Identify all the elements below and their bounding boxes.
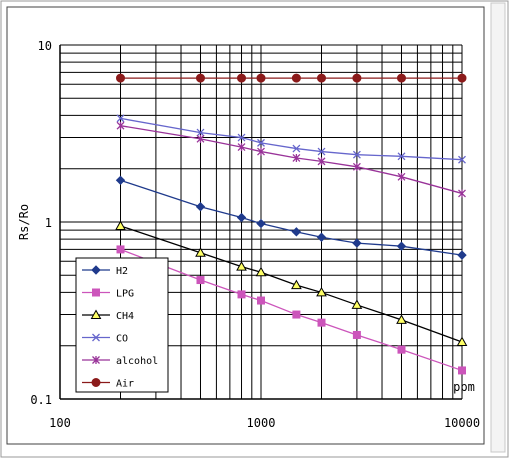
data-point-lpg	[317, 318, 326, 327]
data-point-h2	[396, 241, 407, 251]
data-point-h2	[236, 212, 247, 223]
data-point-co	[352, 150, 361, 159]
data-point-air	[195, 73, 205, 83]
data-point-alcohol	[292, 153, 301, 162]
x-tick-label: 100	[49, 416, 71, 430]
data-point-air	[291, 73, 301, 83]
data-point-air	[256, 73, 266, 83]
series-air	[116, 73, 467, 83]
legend-label: CH4	[116, 311, 134, 322]
series-layer	[115, 73, 468, 375]
legend-marker	[91, 378, 101, 387]
y-axis-label: Rs/Ro	[17, 204, 31, 240]
data-point-alcohol	[196, 134, 205, 143]
data-point-lpg	[196, 276, 205, 285]
series-alcohol	[116, 121, 466, 198]
series-ch4	[115, 220, 468, 346]
data-point-h2	[256, 218, 266, 229]
data-point-h2	[457, 250, 467, 260]
data-point-lpg	[458, 366, 466, 375]
y-tick-label: 10	[38, 39, 52, 53]
legend: H2 LPG CH4 CO alcohol Air	[75, 257, 169, 393]
x-tick-label: 1000	[247, 416, 276, 430]
series-h2	[115, 175, 467, 260]
data-point-co	[237, 133, 246, 142]
x-axis-label: ppm	[453, 380, 475, 394]
data-point-lpg	[116, 245, 125, 254]
data-point-air	[317, 73, 327, 83]
data-point-alcohol	[397, 172, 406, 181]
data-point-h2	[291, 227, 302, 237]
data-point-co	[317, 147, 326, 156]
legend-marker	[90, 309, 102, 319]
data-point-lpg	[237, 290, 246, 299]
y-tick-label: 1	[45, 216, 52, 230]
data-point-ch4	[236, 261, 247, 271]
data-point-h2	[352, 238, 362, 248]
legend-marker	[92, 333, 100, 342]
legend-label: LPG	[116, 289, 134, 300]
data-point-ch4	[456, 336, 468, 346]
data-point-air	[396, 73, 406, 83]
data-point-alcohol	[352, 162, 361, 171]
legend-entry-h2: H2	[82, 265, 128, 277]
scrollbar-track[interactable]	[490, 2, 506, 453]
data-point-air	[116, 73, 126, 83]
legend-label: Air	[116, 379, 134, 390]
data-point-co	[458, 155, 466, 164]
legend-marker	[92, 356, 100, 364]
data-point-lpg	[292, 310, 301, 319]
data-point-lpg	[257, 296, 265, 305]
x-tick-label: 10000	[444, 416, 480, 430]
legend-entry-air: Air	[82, 378, 134, 390]
data-point-air	[457, 73, 467, 83]
data-point-alcohol	[317, 157, 326, 166]
data-point-ch4	[195, 247, 206, 257]
legend-entry-co: CO	[82, 334, 128, 345]
legend-entry-lpg: LPG	[82, 288, 134, 300]
data-point-alcohol	[458, 189, 466, 198]
data-point-ch4	[255, 266, 267, 277]
y-tick-label: 0.1	[30, 393, 52, 407]
data-point-ch4	[291, 279, 302, 290]
data-point-alcohol	[237, 143, 246, 152]
series-co	[116, 114, 466, 164]
data-point-ch4	[396, 314, 407, 324]
data-point-alcohol	[257, 147, 265, 156]
data-point-lpg	[352, 330, 361, 339]
legend-label: H2	[116, 266, 128, 277]
data-point-ch4	[316, 286, 327, 297]
data-point-lpg	[397, 345, 406, 354]
data-point-ch4	[115, 220, 126, 230]
data-point-alcohol	[116, 121, 125, 130]
data-point-air	[237, 73, 247, 83]
data-point-co	[397, 152, 406, 161]
legend-marker	[92, 288, 100, 297]
legend-entry-alcohol: alcohol	[82, 356, 158, 367]
legend-entry-ch4: CH4	[82, 309, 134, 322]
series-lpg	[116, 245, 466, 375]
data-point-ch4	[351, 299, 363, 309]
data-point-h2	[316, 232, 327, 242]
legend-marker	[91, 265, 101, 275]
data-point-h2	[195, 202, 206, 212]
data-point-air	[352, 73, 362, 83]
legend-box	[75, 257, 169, 393]
data-point-co	[116, 114, 125, 123]
data-point-co	[292, 144, 301, 153]
data-point-co	[257, 138, 265, 147]
legend-label: alcohol	[116, 356, 158, 367]
data-point-co	[196, 128, 205, 137]
data-point-h2	[115, 175, 126, 186]
legend-label: CO	[116, 334, 128, 345]
